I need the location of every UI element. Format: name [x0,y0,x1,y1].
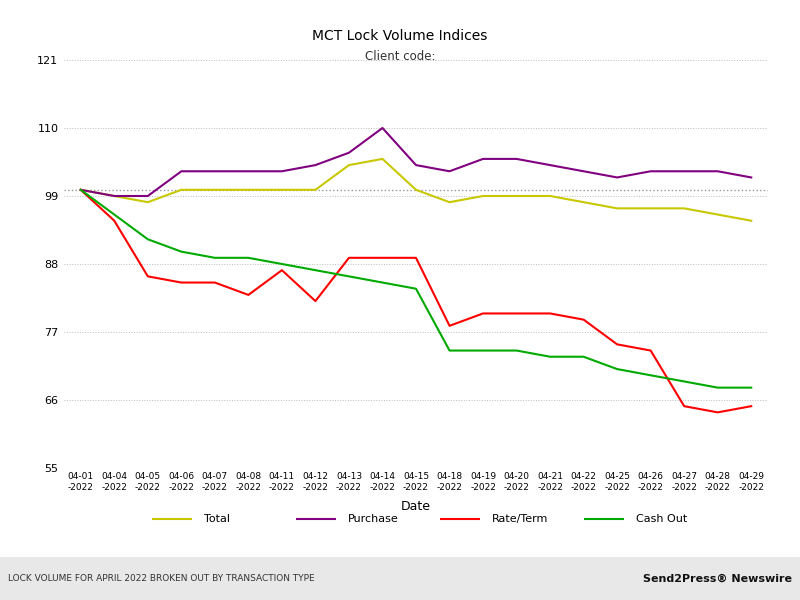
Purchase [277,167,286,175]
Cash Out [478,347,488,354]
Purchase [243,167,253,175]
Total [177,186,186,193]
Total [746,217,756,224]
Text: LOCK VOLUME FOR APRIL 2022 BROKEN OUT BY TRANSACTION TYPE: LOCK VOLUME FOR APRIL 2022 BROKEN OUT BY… [8,574,314,583]
Purchase [478,155,488,163]
Rate/Term [110,217,119,224]
Cash Out [344,273,354,280]
Rate/Term [478,310,488,317]
Purchase [76,186,86,193]
Total [310,186,320,193]
Cash Out [110,211,119,218]
Line: Cash Out: Cash Out [81,190,751,388]
Rate/Term [612,341,622,348]
Rate/Term [76,186,86,193]
Total [612,205,622,212]
Rate/Term [746,403,756,410]
Cash Out [210,254,220,262]
Purchase [445,167,454,175]
Cash Out [612,365,622,373]
Purchase [512,155,522,163]
Total [679,205,689,212]
Total [76,186,86,193]
Purchase [110,193,119,200]
Rate/Term [411,254,421,262]
Line: Rate/Term: Rate/Term [81,190,751,412]
Purchase [612,174,622,181]
Purchase [378,124,387,131]
Cash Out [411,285,421,292]
Total [579,199,589,206]
Cash Out [76,186,86,193]
X-axis label: Date: Date [401,500,431,513]
Text: Purchase: Purchase [348,514,398,524]
Cash Out [512,347,522,354]
Total [210,186,220,193]
Rate/Term [679,403,689,410]
Total [478,193,488,200]
Total [110,193,119,200]
Rate/Term [646,347,655,354]
Purchase [411,161,421,169]
Cash Out [713,384,722,391]
Purchase [143,193,153,200]
Total [277,186,286,193]
Rate/Term [177,279,186,286]
Cash Out [579,353,589,361]
Purchase [646,167,655,175]
Cash Out [546,353,555,361]
Total [243,186,253,193]
Total [344,161,354,169]
Cash Out [277,260,286,268]
Cash Out [243,254,253,262]
Total [646,205,655,212]
Purchase [177,167,186,175]
Text: Send2Press® Newswire: Send2Press® Newswire [643,574,792,583]
Rate/Term [378,254,387,262]
Cash Out [646,371,655,379]
Total [378,155,387,163]
Text: Total: Total [204,514,230,524]
Purchase [579,167,589,175]
Cash Out [310,266,320,274]
Purchase [310,161,320,169]
Rate/Term [713,409,722,416]
Cash Out [679,378,689,385]
Text: Cash Out: Cash Out [636,514,687,524]
Rate/Term [243,292,253,299]
Rate/Term [445,322,454,329]
Total [143,199,153,206]
Text: MCT Lock Volume Indices: MCT Lock Volume Indices [312,29,488,43]
Purchase [344,149,354,157]
Cash Out [378,279,387,286]
Purchase [210,167,220,175]
Purchase [546,161,555,169]
Line: Purchase: Purchase [81,128,751,196]
Rate/Term [277,266,286,274]
Total [411,186,421,193]
Rate/Term [210,279,220,286]
Purchase [679,167,689,175]
Cash Out [177,248,186,255]
Rate/Term [143,273,153,280]
Text: Client code:: Client code: [365,50,435,64]
Rate/Term [546,310,555,317]
Rate/Term [344,254,354,262]
Total [546,193,555,200]
Purchase [713,167,722,175]
Cash Out [143,236,153,243]
Line: Total: Total [81,159,751,221]
Rate/Term [310,298,320,305]
Total [713,211,722,218]
Total [512,193,522,200]
Text: Rate/Term: Rate/Term [492,514,548,524]
Purchase [746,174,756,181]
Cash Out [746,384,756,391]
Total [445,199,454,206]
Rate/Term [579,316,589,323]
Cash Out [445,347,454,354]
Rate/Term [512,310,522,317]
